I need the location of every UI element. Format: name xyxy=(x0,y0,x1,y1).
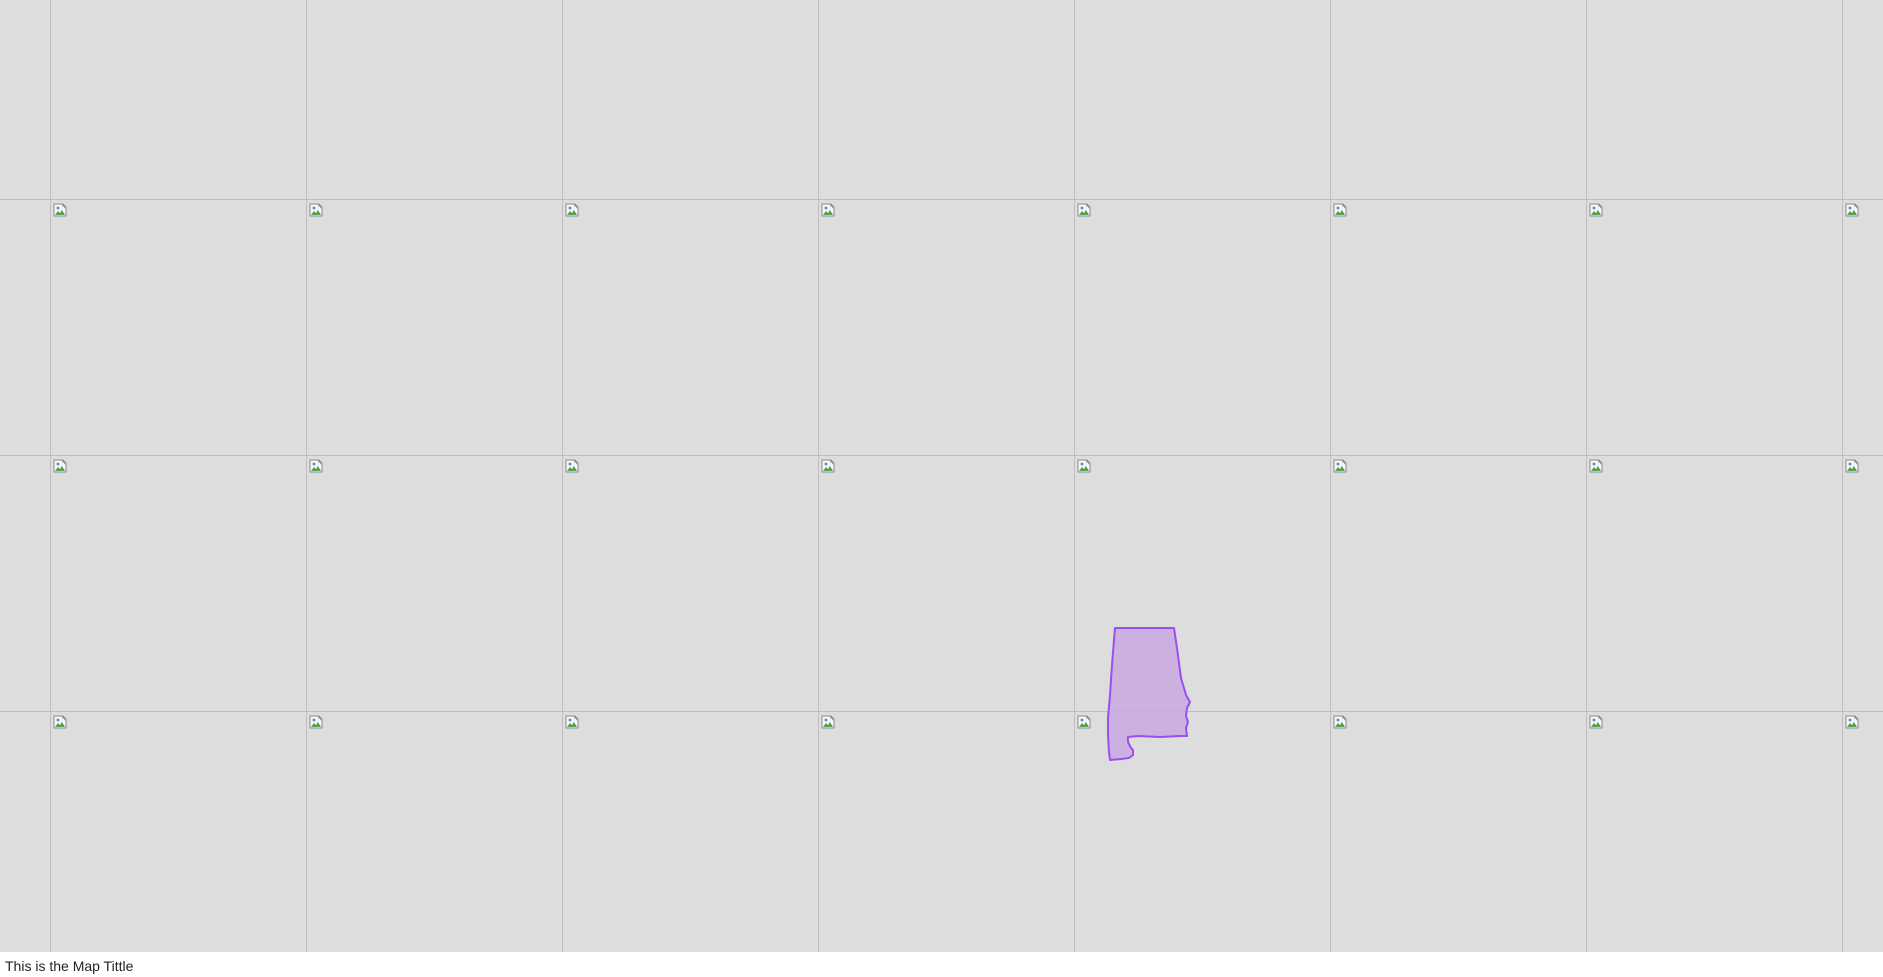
broken-image-icon xyxy=(821,203,835,217)
map-tile xyxy=(50,455,306,711)
map-tile xyxy=(562,199,818,455)
broken-image-icon xyxy=(1845,715,1859,729)
map-tile xyxy=(1586,199,1842,455)
map-tile xyxy=(562,0,818,199)
map-tile xyxy=(0,711,50,952)
broken-image-icon xyxy=(1333,203,1347,217)
map-tile xyxy=(0,0,50,199)
map-tile xyxy=(562,711,818,952)
region-shape-alabama[interactable] xyxy=(1107,627,1191,761)
map-tile xyxy=(306,455,562,711)
map-viewport[interactable] xyxy=(0,0,1883,952)
broken-image-icon xyxy=(1077,459,1091,473)
broken-image-icon xyxy=(1333,715,1347,729)
broken-image-icon xyxy=(1589,203,1603,217)
map-tile xyxy=(1330,455,1586,711)
broken-image-icon xyxy=(309,715,323,729)
map-tile xyxy=(0,199,50,455)
map-tile xyxy=(306,199,562,455)
map-title: This is the Map Tittle xyxy=(5,958,134,974)
broken-image-icon xyxy=(53,459,67,473)
map-tile xyxy=(818,199,1074,455)
broken-image-icon xyxy=(1589,459,1603,473)
map-tile xyxy=(818,0,1074,199)
broken-image-icon xyxy=(1845,459,1859,473)
map-tile xyxy=(306,711,562,952)
broken-image-icon xyxy=(821,459,835,473)
map-tile xyxy=(1842,199,1883,455)
broken-image-icon xyxy=(1077,715,1091,729)
map-tile xyxy=(306,0,562,199)
broken-image-icon xyxy=(565,715,579,729)
broken-image-icon xyxy=(1077,203,1091,217)
map-tile xyxy=(50,0,306,199)
map-tile xyxy=(818,455,1074,711)
broken-image-icon xyxy=(565,459,579,473)
map-tile xyxy=(0,455,50,711)
map-tile xyxy=(1330,0,1586,199)
broken-image-icon xyxy=(565,203,579,217)
broken-image-icon xyxy=(821,715,835,729)
map-tile xyxy=(1842,0,1883,199)
map-tile xyxy=(1842,711,1883,952)
map-tile xyxy=(1074,0,1330,199)
map-tile xyxy=(1074,455,1330,711)
broken-image-icon xyxy=(1589,715,1603,729)
map-tile xyxy=(1330,711,1586,952)
map-tile xyxy=(818,711,1074,952)
map-tile xyxy=(50,199,306,455)
broken-image-icon xyxy=(53,203,67,217)
map-tile xyxy=(1074,199,1330,455)
shape-layer xyxy=(1107,627,1191,761)
map-tile xyxy=(1586,455,1842,711)
map-tile xyxy=(1586,0,1842,199)
map-tile xyxy=(1842,455,1883,711)
map-tile xyxy=(1074,711,1330,952)
map-tile xyxy=(50,711,306,952)
map-tile xyxy=(562,455,818,711)
map-tile xyxy=(1330,199,1586,455)
broken-image-icon xyxy=(1845,203,1859,217)
map-tile xyxy=(1586,711,1842,952)
broken-image-icon xyxy=(309,203,323,217)
broken-image-icon xyxy=(309,459,323,473)
broken-image-icon xyxy=(1333,459,1347,473)
broken-image-icon xyxy=(53,715,67,729)
